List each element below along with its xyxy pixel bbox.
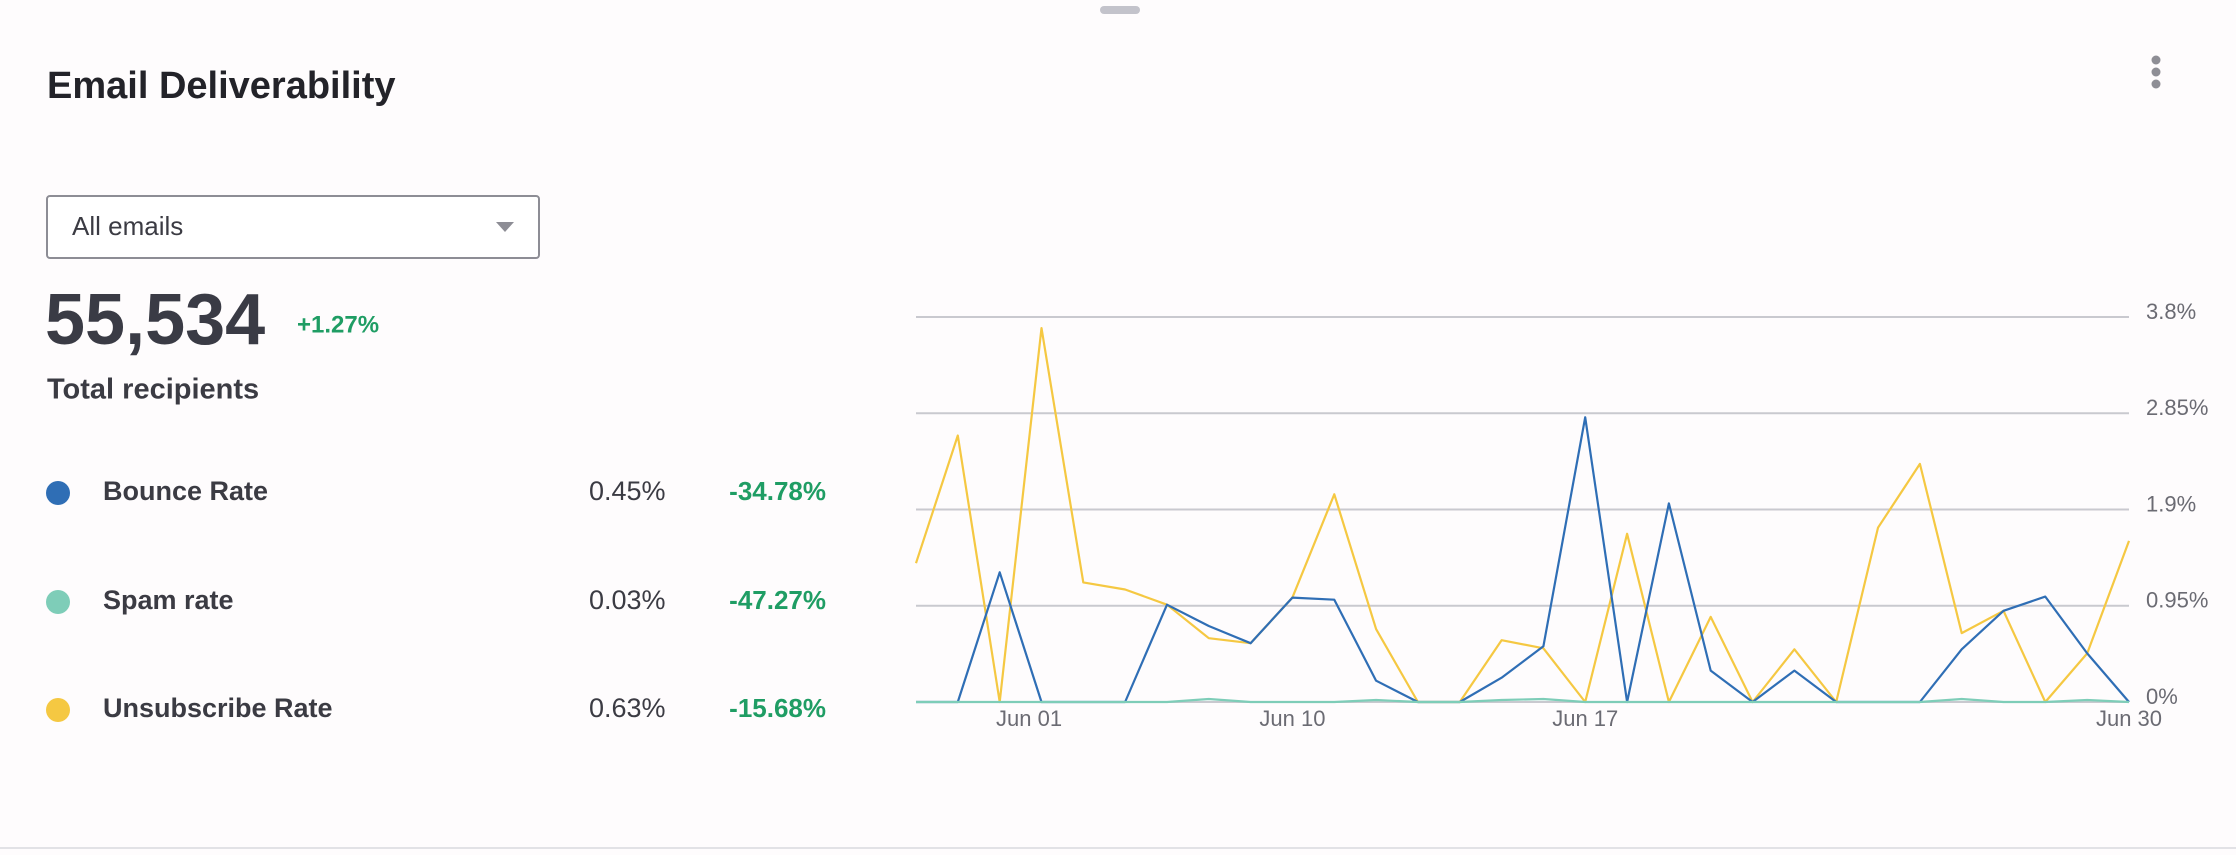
x-tick-label: Jun 01 <box>996 706 1062 731</box>
dropdown-value: All emails <box>72 211 183 241</box>
x-tick-label: Jun 10 <box>1259 706 1325 731</box>
metric-value: 0.45% <box>589 476 666 506</box>
legend-dot <box>46 698 70 722</box>
drag-handle[interactable] <box>1100 6 1140 14</box>
card-title: Email Deliverability <box>47 65 396 107</box>
legend-label: Spam rate <box>103 585 234 615</box>
line-series <box>916 697 2130 704</box>
x-tick-label: Jun 30 <box>2096 706 2162 731</box>
total-value: 55,534 <box>45 280 265 360</box>
total-label: Total recipients <box>47 374 259 406</box>
total-change: +1.27% <box>297 311 379 338</box>
metric-value: 0.63% <box>589 693 666 723</box>
line-series <box>916 416 2130 704</box>
x-tick-label: Jun 17 <box>1552 706 1618 731</box>
y-tick-label: 3.8% <box>2146 299 2196 324</box>
y-tick-label: 1.9% <box>2146 491 2196 516</box>
metric-change: -47.27% <box>729 585 826 615</box>
legend-label: Unsubscribe Rate <box>103 693 333 723</box>
metric-change: -34.78% <box>729 476 826 506</box>
dropdown[interactable]: All emails <box>46 195 540 259</box>
line-series <box>914 327 2131 704</box>
metric-value: 0.03% <box>589 585 666 615</box>
y-tick-label: 0% <box>2146 684 2178 709</box>
y-tick-label: 0.95% <box>2146 588 2208 613</box>
y-tick-label: 2.85% <box>2146 395 2208 420</box>
legend-dot <box>46 590 70 614</box>
menu-button[interactable] <box>2151 55 2161 89</box>
legend-dot <box>46 481 70 505</box>
metric-change: -15.68% <box>729 693 826 723</box>
legend-label: Bounce Rate <box>103 476 268 506</box>
